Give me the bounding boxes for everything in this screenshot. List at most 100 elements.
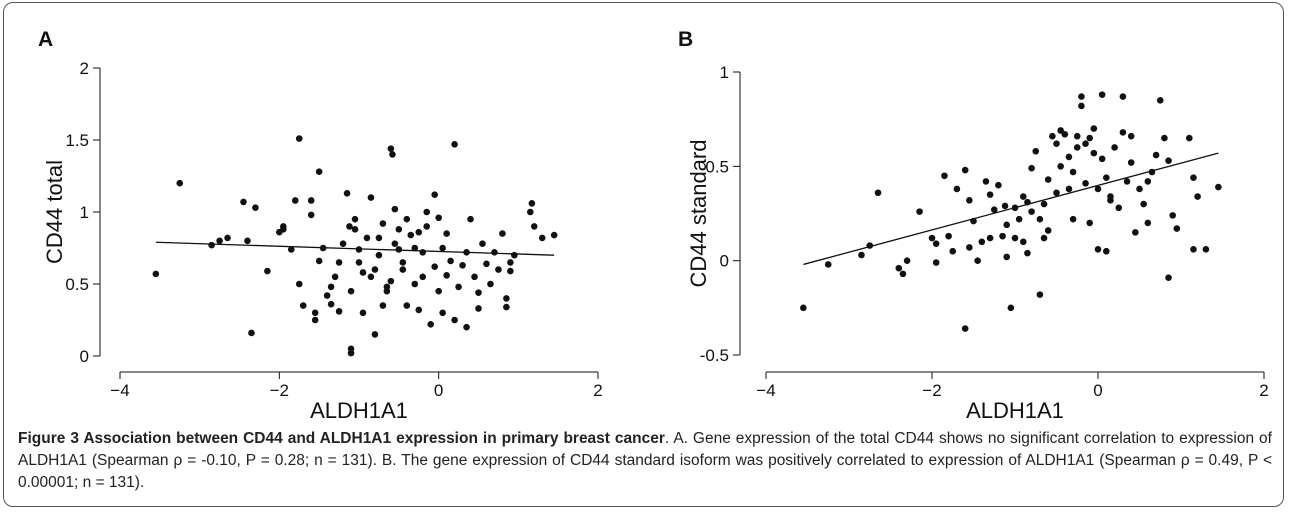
- point: [315, 168, 323, 175]
- point: [1127, 159, 1135, 166]
- fit-line: [155, 241, 555, 256]
- point: [379, 220, 387, 227]
- point: [475, 289, 482, 296]
- point: [252, 204, 259, 211]
- point: [1015, 215, 1023, 223]
- point: [346, 223, 353, 230]
- point: [491, 249, 498, 256]
- point: [507, 259, 514, 266]
- point: [800, 304, 807, 312]
- point: [1127, 132, 1135, 140]
- point: [407, 231, 415, 239]
- y-tick-label: 0.5: [705, 157, 729, 176]
- point: [538, 234, 546, 242]
- point: [403, 215, 411, 223]
- point: [1136, 185, 1143, 193]
- point: [1003, 253, 1010, 261]
- point: [1073, 144, 1081, 151]
- point: [375, 251, 383, 259]
- point: [343, 189, 351, 197]
- point: [287, 246, 295, 253]
- point: [1165, 157, 1172, 164]
- point: [1053, 189, 1060, 197]
- point: [371, 331, 379, 338]
- point: [1011, 234, 1019, 242]
- point: [411, 244, 419, 252]
- point: [1024, 249, 1031, 257]
- point: [339, 240, 347, 247]
- point: [1094, 185, 1102, 193]
- x-tick-label: −4: [756, 381, 775, 400]
- point: [359, 309, 367, 317]
- point: [455, 283, 462, 291]
- point: [387, 145, 395, 152]
- point: [447, 257, 454, 265]
- point: [347, 287, 355, 295]
- point: [152, 270, 160, 278]
- point: [1082, 180, 1089, 187]
- point: [974, 257, 981, 264]
- point: [1103, 247, 1110, 255]
- caption-text: . A. Gene expression of the total CD44 s…: [18, 430, 1272, 491]
- point: [224, 234, 231, 242]
- point: [355, 259, 363, 266]
- point: [1098, 155, 1106, 163]
- point: [1156, 97, 1164, 104]
- point: [471, 273, 478, 281]
- point: [443, 230, 450, 237]
- point: [443, 272, 450, 279]
- point: [824, 261, 832, 268]
- point: [335, 308, 343, 315]
- point: [415, 306, 423, 314]
- point: [363, 234, 371, 242]
- point: [311, 316, 319, 324]
- point: [347, 345, 355, 353]
- point: [495, 266, 502, 273]
- point: [1065, 153, 1073, 161]
- point: [1144, 219, 1152, 227]
- point: [1053, 140, 1060, 147]
- point: [240, 198, 247, 206]
- x-axis-title: ALDH1A1: [310, 398, 408, 423]
- point: [1119, 93, 1127, 100]
- x-tick-label: 2: [1259, 381, 1268, 400]
- point: [999, 232, 1006, 240]
- point: [1078, 93, 1085, 100]
- point: [503, 303, 510, 311]
- point: [528, 200, 536, 207]
- point: [961, 166, 969, 174]
- point: [439, 244, 446, 252]
- point: [1119, 129, 1127, 136]
- point: [1028, 164, 1035, 172]
- point: [387, 277, 395, 285]
- point: [1140, 200, 1147, 208]
- point: [966, 196, 973, 204]
- point: [995, 181, 1002, 189]
- point: [431, 191, 438, 199]
- y-tick-label: 0.5: [65, 275, 89, 294]
- point: [435, 214, 442, 222]
- y-tick-label: 1: [720, 63, 729, 82]
- point: [1090, 125, 1098, 132]
- point: [1132, 229, 1139, 236]
- point: [248, 329, 255, 337]
- point: [1115, 204, 1123, 212]
- point: [1094, 246, 1102, 253]
- point: [986, 191, 994, 198]
- point: [459, 261, 466, 269]
- point: [899, 270, 907, 278]
- point: [1082, 140, 1089, 147]
- y-tick-label: 0: [720, 252, 729, 271]
- point: [423, 208, 431, 216]
- point: [315, 257, 323, 265]
- point: [961, 325, 969, 332]
- point: [479, 240, 486, 247]
- point: [323, 292, 331, 299]
- point: [499, 230, 506, 237]
- point: [1194, 193, 1201, 200]
- point: [1061, 130, 1069, 138]
- y-tick-label: 0: [80, 347, 89, 366]
- point: [530, 223, 538, 230]
- point: [423, 223, 431, 230]
